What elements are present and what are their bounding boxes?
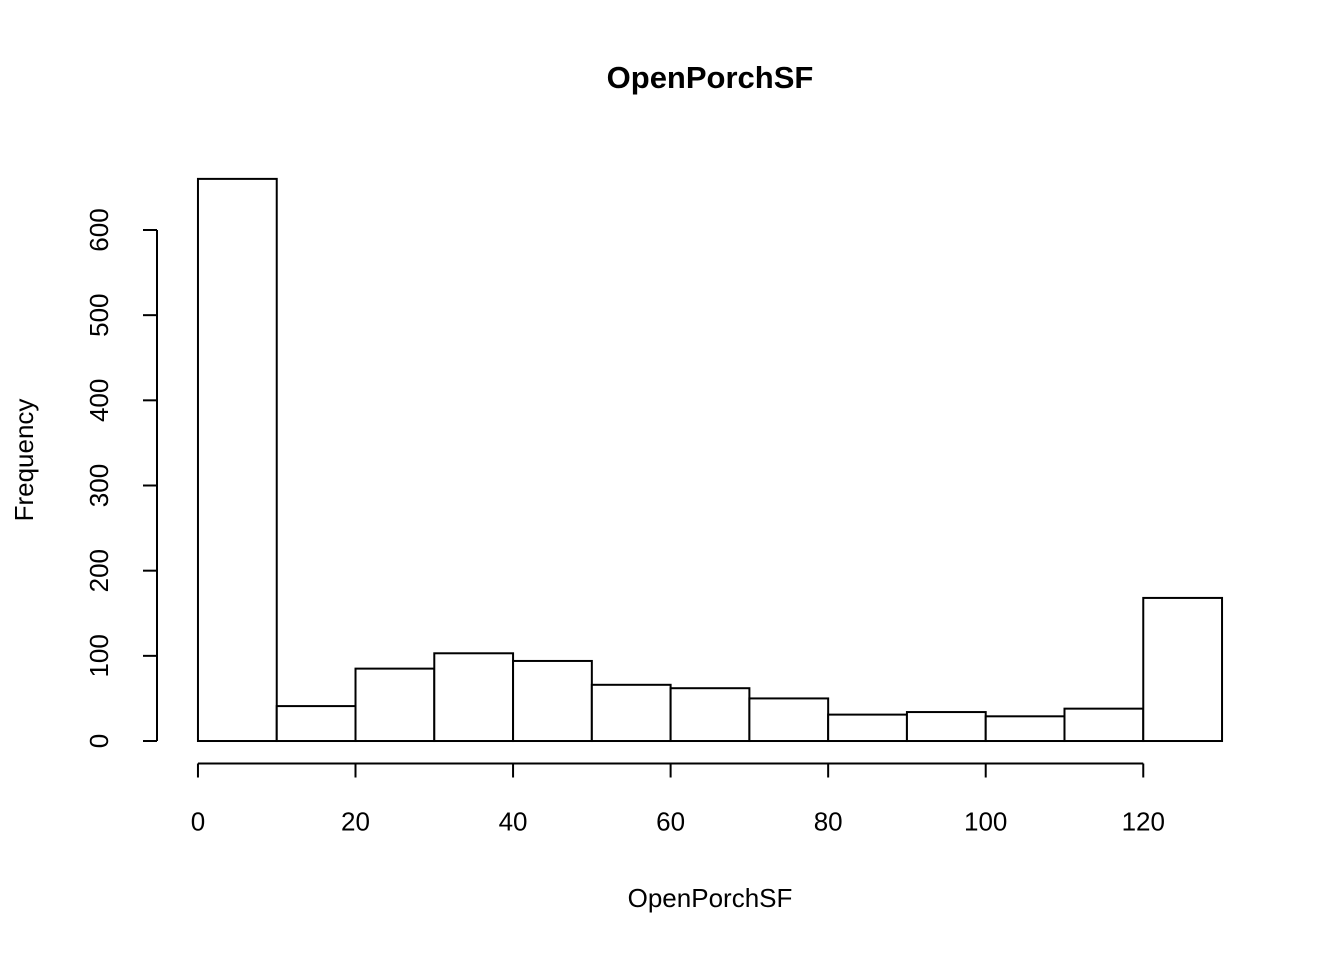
bar bbox=[827, 713, 908, 743]
y-tick-label: 400 bbox=[84, 379, 114, 422]
bar bbox=[984, 715, 1066, 743]
x-tick-label: 20 bbox=[341, 806, 370, 836]
bar bbox=[590, 683, 672, 743]
y-tick-label: 100 bbox=[84, 634, 114, 677]
x-tick-label: 0 bbox=[191, 806, 205, 836]
y-tick-label: 600 bbox=[84, 208, 114, 251]
y-tick-label: 500 bbox=[84, 293, 114, 336]
y-tick-label: 0 bbox=[84, 734, 114, 748]
y-tick-label: 300 bbox=[84, 464, 114, 507]
bar bbox=[433, 652, 515, 743]
x-tick-label: 100 bbox=[964, 806, 1007, 836]
bar bbox=[512, 659, 593, 743]
bar bbox=[748, 697, 830, 743]
y-axis-label: Frequency bbox=[9, 399, 39, 522]
y-tick-label: 200 bbox=[84, 549, 114, 592]
bar bbox=[354, 667, 436, 743]
chart-title: OpenPorchSF bbox=[607, 60, 814, 95]
bar bbox=[275, 705, 357, 743]
x-tick-label: 80 bbox=[814, 806, 843, 836]
x-axis-label: OpenPorchSF bbox=[628, 883, 793, 913]
x-tick-label: 60 bbox=[656, 806, 685, 836]
bar bbox=[669, 687, 751, 743]
bar bbox=[905, 711, 987, 743]
bar bbox=[1142, 596, 1224, 743]
x-tick-label: 40 bbox=[499, 806, 528, 836]
bar bbox=[1063, 707, 1145, 743]
bar bbox=[196, 177, 278, 743]
x-tick-label: 120 bbox=[1122, 806, 1165, 836]
